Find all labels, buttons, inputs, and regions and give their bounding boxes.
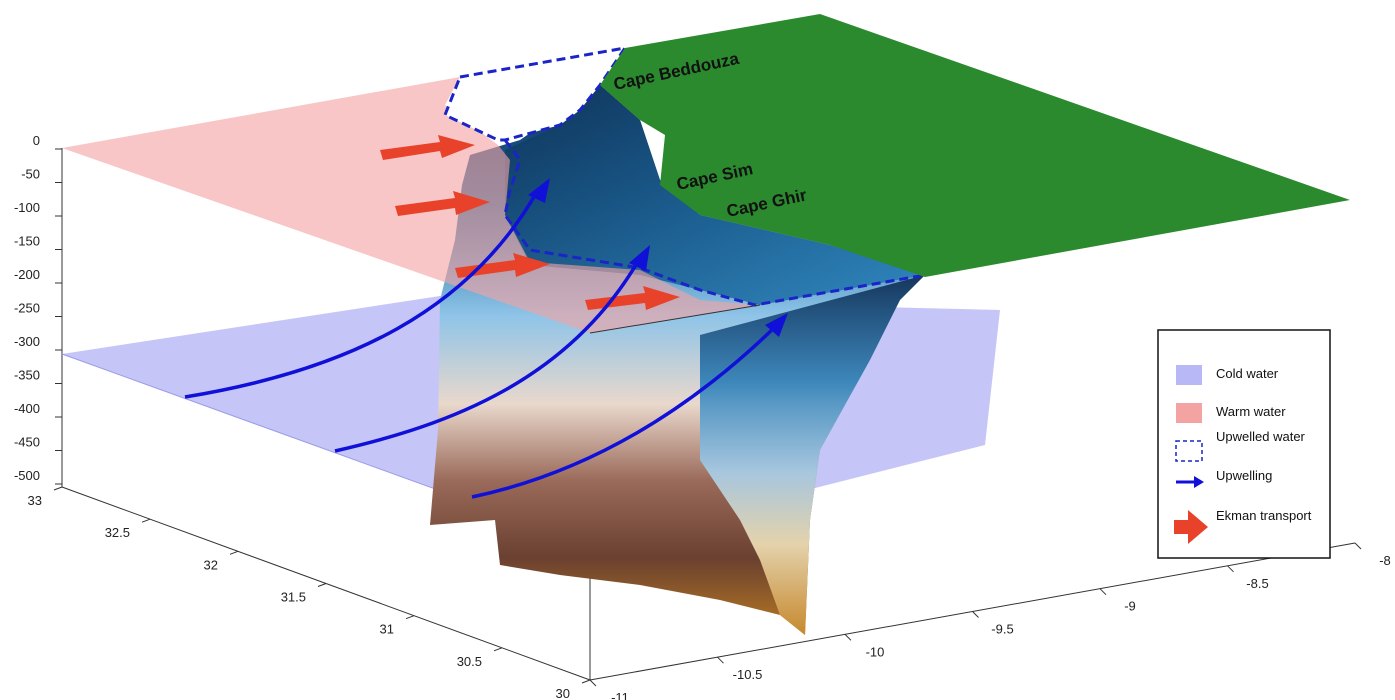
- legend-swatch-ekman: [1174, 510, 1208, 544]
- latitude-tick-label: 33: [28, 493, 42, 508]
- depth-tick-label: -50: [21, 167, 40, 182]
- longitude-tick-label: -10: [866, 644, 885, 659]
- ekman-arrow: [380, 135, 475, 160]
- depth-tick-label: -500: [14, 468, 40, 483]
- latitude-tick: [53, 486, 63, 491]
- longitude-axis: -11 -10.5 -10 -9.5 -9 -8.5 -8: [589, 542, 1391, 700]
- depth-tick-label: -200: [14, 267, 40, 282]
- latitude-tick: [581, 679, 591, 684]
- longitude-tick: [1099, 588, 1107, 596]
- latitude-axis: 33 32.5 32 31.5 31 30.5 30: [28, 486, 591, 700]
- bathymetry-front-wall: [700, 275, 925, 635]
- upwelling-arrows: [184, 189, 779, 499]
- longitude-tick: [844, 633, 852, 641]
- longitude-tick-label: -9: [1124, 599, 1136, 614]
- shelf-top: [505, 85, 925, 305]
- longitude-tick-label: -10.5: [733, 667, 763, 682]
- legend-swatch-upwelling: [1176, 476, 1204, 488]
- latitude-tick-label: 31.5: [281, 590, 306, 605]
- latitude-tick-label: 32: [204, 557, 218, 572]
- depth-tick-label: -350: [14, 368, 40, 383]
- depth-tick-label: 0: [33, 133, 40, 148]
- upwelling-arrow: [334, 257, 642, 453]
- latitude-tick-label: 30.5: [457, 654, 482, 669]
- longitude-tick: [972, 611, 979, 618]
- longitude-tick-label: -8.5: [1246, 576, 1268, 591]
- legend-label: Warm water: [1216, 404, 1286, 419]
- legend-swatch-cold: [1176, 365, 1202, 385]
- upwelling-arrowhead: [528, 178, 550, 203]
- longitude-tick: [1227, 565, 1234, 573]
- upwelled-water-outline: [503, 139, 926, 307]
- longitude-tick-label: -9.5: [991, 622, 1013, 637]
- longitude-tick: [589, 679, 597, 687]
- depth-tick-label: -100: [14, 200, 40, 215]
- depth-tick-label: -400: [14, 401, 40, 416]
- ekman-arrow: [455, 253, 550, 278]
- depth-tick-label: -300: [14, 334, 40, 349]
- depth-axis: 0 -50 -100 -150 -200 -250 -300 -350 -400 -450 -500: [14, 133, 62, 485]
- legend-label: Upwelled water: [1216, 429, 1306, 444]
- upwelling-arrowhead: [629, 245, 650, 271]
- depth-tick-label: -450: [14, 435, 40, 450]
- latitude-tick-label: 32.5: [105, 525, 130, 540]
- depth-tick-label: -150: [14, 234, 40, 249]
- latitude-tick: [141, 518, 151, 523]
- legend-swatch-warm: [1176, 403, 1202, 423]
- latitude-tick-label: 30: [556, 686, 570, 700]
- upwelling-arrow: [471, 323, 779, 499]
- latitude-tick: [405, 615, 415, 620]
- legend-label: Cold water: [1216, 366, 1279, 381]
- latitude-tick: [317, 583, 327, 587]
- legend-label: Ekman transport: [1216, 508, 1312, 523]
- latitude-tick-label: 31: [380, 622, 394, 637]
- longitude-tick-label: -8: [1379, 553, 1391, 568]
- legend-label: Upwelling: [1216, 468, 1272, 483]
- latitude-tick: [229, 550, 239, 555]
- longitude-tick: [1354, 542, 1362, 550]
- upwelling-arrowhead: [765, 313, 788, 337]
- legend-swatch-upwelled: [1175, 440, 1203, 462]
- depth-tick-label: -250: [14, 301, 40, 316]
- longitude-tick: [717, 656, 724, 664]
- upwelling-arrow: [184, 189, 540, 399]
- legend: Cold water Warm water Upwelled water Upw…: [1157, 329, 1331, 559]
- latitude-tick: [493, 647, 503, 652]
- longitude-tick-label: -11: [611, 690, 629, 700]
- land-area: [600, 14, 1350, 277]
- ekman-arrow: [395, 191, 490, 216]
